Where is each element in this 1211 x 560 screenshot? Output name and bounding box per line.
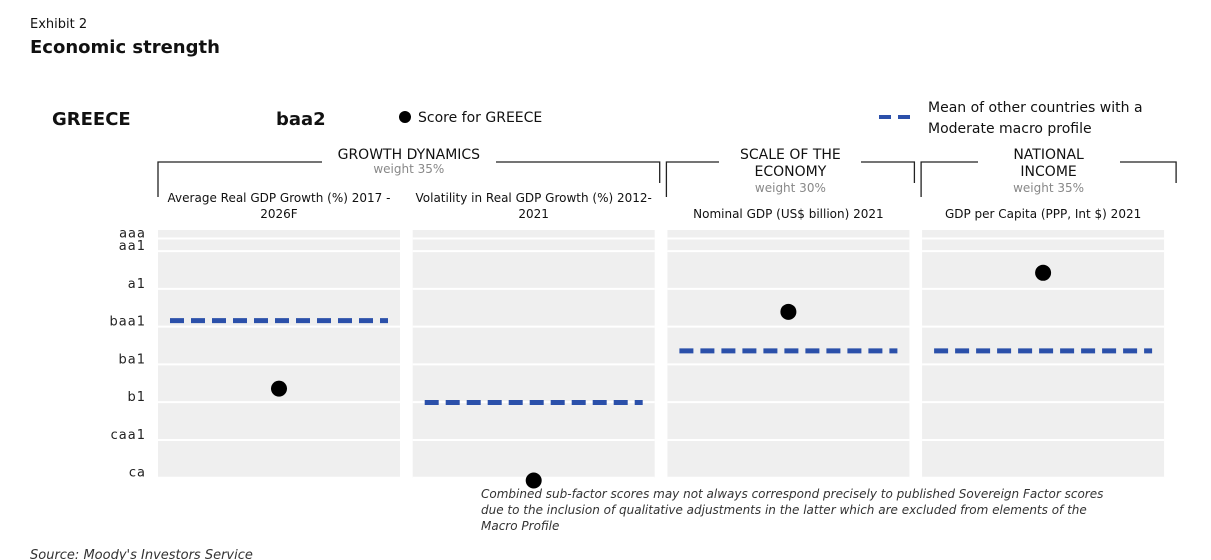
score-dot: [1035, 264, 1052, 281]
panel-bg: [158, 230, 400, 478]
score-dot: [525, 472, 542, 489]
category-label: Volatility in Real GDP Growth (%) 2012-2…: [415, 191, 652, 221]
exhibit: Exhibit 2: [30, 17, 88, 32]
group-header: NATIONAL INCOME weight 35%: [921, 147, 1176, 196]
y-tick-label: ba1: [119, 352, 147, 367]
category-label: Average Real GDP Growth (%) 2017 - 2026F: [167, 191, 391, 221]
note: Combined sub-factor scores may not alway…: [481, 487, 1104, 533]
group-weight: weight 35%: [1013, 181, 1085, 196]
legend-dot: [399, 111, 411, 123]
legend-label: Score for GREECE: [418, 110, 543, 126]
score-dot: [780, 303, 797, 320]
group-header: SCALE OF THE ECONOMY weight 30%: [666, 147, 914, 196]
y-tick-label: a1: [128, 277, 146, 292]
y-tick-label: aa1: [119, 239, 146, 254]
group-title: GROWTH DYNAMICS: [321, 147, 497, 164]
y-tick-label: caa1: [111, 428, 146, 443]
title: Economic strength: [30, 37, 220, 58]
legend-label: Mean of other countries with a Moderate …: [928, 100, 1143, 137]
y-tick-label: baa1: [110, 315, 146, 330]
group-header: GROWTH DYNAMICS weight 35%: [158, 147, 660, 177]
y-tick-label: ca: [129, 466, 146, 481]
group-weight: weight 30%: [754, 181, 826, 196]
score-dot: [271, 380, 287, 397]
category-label: GDP per Capita (PPP, Int $) 2021: [944, 207, 1142, 221]
country: GREECE: [52, 109, 131, 130]
rating: baa2: [276, 109, 326, 130]
group-title: NATIONAL INCOME: [977, 147, 1120, 181]
y-tick-label: b1: [127, 390, 146, 405]
group-weight: weight 35%: [373, 162, 445, 177]
y-tick-label: aaa: [119, 227, 146, 242]
group-title: SCALE OF THE ECONOMY: [719, 147, 862, 181]
panel-bg: [412, 230, 655, 478]
source: Source: Moody's Investors Service: [30, 548, 253, 560]
panel-bg: [667, 230, 910, 478]
category-label: Nominal GDP (US$ billion) 2021: [693, 207, 884, 221]
